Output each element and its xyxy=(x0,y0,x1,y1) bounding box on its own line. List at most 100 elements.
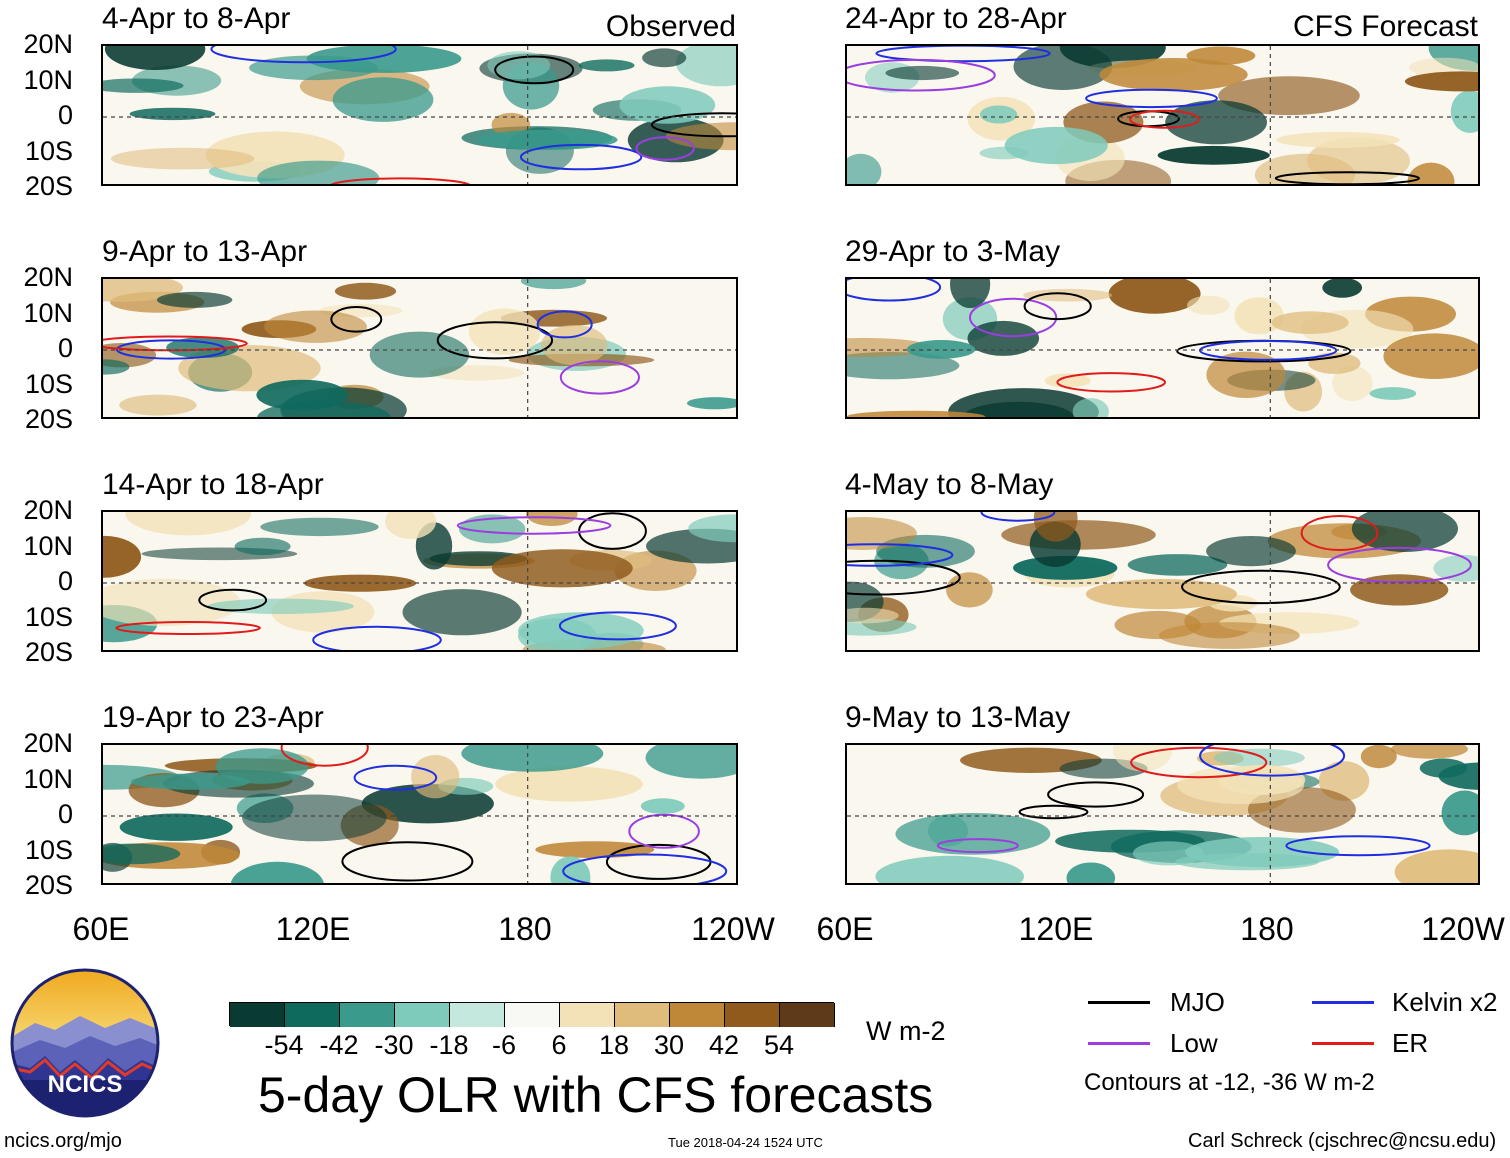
colorbar-tick-label: -30 xyxy=(374,1030,414,1060)
olr-anomaly-blob xyxy=(1433,554,1478,582)
olr-anomaly-blob xyxy=(1157,145,1270,165)
olr-anomaly-blob xyxy=(1360,745,1397,769)
olr-field xyxy=(847,512,1478,650)
lat-tick-label: 20S xyxy=(24,637,73,667)
lat-tick-label: 20N xyxy=(23,728,73,758)
colorbar-segment xyxy=(230,1003,285,1027)
footer-credit: Carl Schreck (cjschrec@ncsu.edu) xyxy=(1188,1130,1497,1152)
olr-anomaly-blob xyxy=(640,798,685,814)
olr-anomaly-blob xyxy=(847,410,986,417)
olr-anomaly-blob xyxy=(131,773,250,790)
contour-line xyxy=(562,853,728,883)
colorbar-tick-label: 42 xyxy=(708,1030,740,1060)
lat-tick-label: 20S xyxy=(24,404,73,434)
olr-anomaly-blob xyxy=(847,607,899,624)
lat-tick-label: 10N xyxy=(23,530,73,561)
legend-line-low xyxy=(1088,1042,1150,1045)
olr-anomaly-blob xyxy=(119,394,197,416)
contour-line xyxy=(1129,109,1200,129)
colorbar-segment xyxy=(505,1003,560,1027)
map-panel-obs-1 xyxy=(101,44,738,186)
panel-title-fcst-3: 4-May to 8-May xyxy=(845,468,1054,501)
olr-anomaly-blob xyxy=(948,388,1099,417)
contour-line xyxy=(1285,835,1431,857)
lat-tick-label: 20S xyxy=(24,171,73,201)
lat-tick-label: 0 xyxy=(57,799,73,829)
legend-line-kelvin xyxy=(1312,1001,1374,1004)
olr-anomaly-blob xyxy=(230,861,324,883)
lat-tick-label: 20N xyxy=(23,29,73,59)
colorbar xyxy=(229,1002,835,1027)
panel-title-fcst-2: 29-Apr to 3-May xyxy=(845,235,1061,268)
colorbar-segment xyxy=(340,1003,395,1027)
olr-anomaly-blob xyxy=(847,352,960,380)
olr-anomaly-blob xyxy=(487,51,551,80)
olr-anomaly-blob xyxy=(526,512,578,526)
olr-anomaly-blob xyxy=(1450,90,1478,133)
olr-anomaly-blob xyxy=(256,379,348,411)
colorbar-segment xyxy=(285,1003,340,1027)
olr-anomaly-blob xyxy=(1271,311,1349,334)
olr-anomaly-blob xyxy=(264,310,367,343)
olr-anomaly-blob xyxy=(1369,387,1417,400)
lat-tick-label: 20N xyxy=(23,495,73,525)
olr-anomaly-blob xyxy=(1187,295,1230,315)
olr-field xyxy=(103,745,736,883)
olr-field xyxy=(103,512,736,650)
contour-line xyxy=(210,46,397,64)
contour-line xyxy=(341,841,474,882)
olr-anomaly-blob xyxy=(1033,512,1078,542)
footer-url[interactable]: ncics.org/mjo xyxy=(4,1130,122,1152)
contour-line xyxy=(1047,781,1145,808)
olr-anomaly-blob xyxy=(1108,279,1201,314)
contour-line xyxy=(969,297,1058,338)
olr-anomaly-blob xyxy=(578,59,635,72)
colorbar-units: W m-2 xyxy=(866,1016,946,1046)
olr-anomaly-blob xyxy=(1383,333,1478,379)
contour-line xyxy=(1085,88,1218,109)
contour-line xyxy=(1181,569,1341,605)
olr-anomaly-blob xyxy=(847,153,882,184)
olr-field xyxy=(103,46,736,184)
contour-line xyxy=(1056,372,1167,393)
lat-tick-label: 10S xyxy=(24,368,73,399)
olr-anomaly-blob xyxy=(1350,574,1449,606)
olr-anomaly-blob xyxy=(520,279,587,290)
contour-line xyxy=(494,55,575,85)
colorbar-segment xyxy=(450,1003,505,1027)
olr-anomaly-blob xyxy=(103,843,181,865)
olr-anomaly-blob xyxy=(468,308,541,355)
contour-line xyxy=(198,588,268,612)
olr-anomaly-blob xyxy=(234,537,291,556)
olr-anomaly-blob xyxy=(385,512,437,539)
ncics-logo: NCICS xyxy=(10,968,160,1118)
olr-anomaly-blob xyxy=(156,291,233,308)
contour-line xyxy=(330,306,383,333)
olr-anomaly-blob xyxy=(1072,398,1109,417)
main-title: 5-day OLR with CFS forecasts xyxy=(258,1067,934,1123)
olr-anomaly-blob xyxy=(103,578,241,627)
contour-line xyxy=(847,543,954,567)
olr-anomaly-blob xyxy=(207,598,354,614)
olr-anomaly-blob xyxy=(875,855,1024,883)
colorbar-segment xyxy=(395,1003,450,1027)
legend-label-mjo: MJO xyxy=(1170,987,1225,1017)
olr-anomaly-blob xyxy=(242,794,387,842)
lat-tick-label: 0 xyxy=(57,333,73,363)
contour-line xyxy=(436,321,554,360)
colorbar-tick-label: -6 xyxy=(491,1030,517,1060)
logo-text: NCICS xyxy=(48,1071,123,1098)
contour-line xyxy=(628,813,700,849)
contour-line xyxy=(1023,292,1092,321)
olr-anomaly-blob xyxy=(676,46,736,87)
olr-anomaly-blob xyxy=(1158,622,1300,649)
observed-label: Observed xyxy=(605,10,736,43)
olr-anomaly-blob xyxy=(1407,162,1455,184)
map-panel-fcst-4 xyxy=(845,743,1480,885)
olr-anomaly-blob xyxy=(1206,536,1296,567)
colorbar-segment xyxy=(725,1003,780,1027)
legend-label-er: ER xyxy=(1392,1028,1429,1058)
contour-line xyxy=(1199,745,1346,777)
lat-tick-label: 10N xyxy=(23,297,73,328)
olr-anomaly-blob xyxy=(946,572,993,608)
